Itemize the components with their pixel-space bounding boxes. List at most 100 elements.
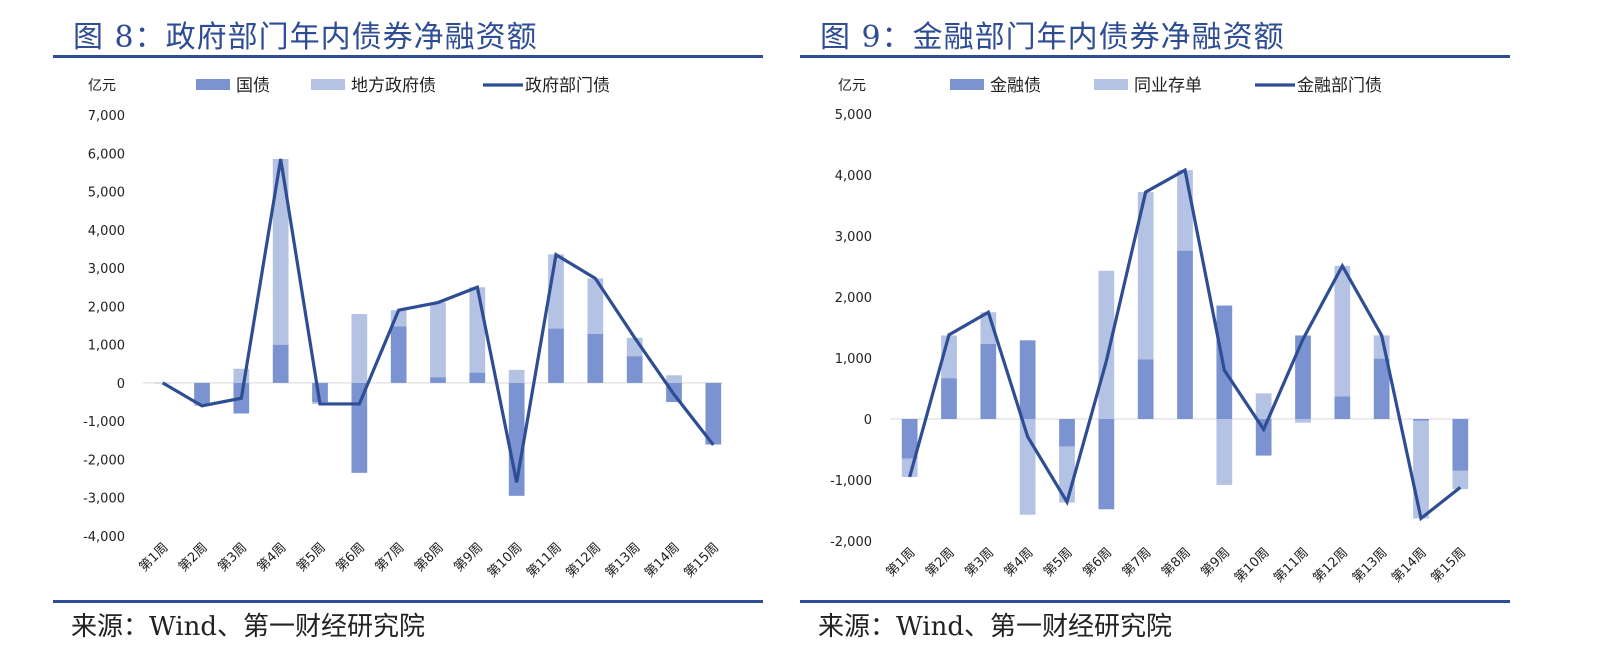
y-unit-label: 亿元 — [838, 78, 866, 94]
y-tick-label: 4,000 — [835, 169, 872, 184]
bar-primary — [548, 328, 564, 383]
bar-secondary — [1137, 192, 1154, 360]
bar-primary — [587, 333, 604, 383]
bar-primary — [1255, 419, 1272, 456]
bar-primary — [351, 382, 368, 473]
y-tick-label: 1,000 — [88, 339, 125, 354]
x-tick-label: 第13周 — [1350, 545, 1391, 586]
bar-secondary — [1255, 393, 1272, 419]
bar-primary — [1413, 419, 1429, 421]
x-tick-label: 第2周 — [176, 540, 211, 575]
bar-primary — [1177, 250, 1193, 419]
source-note: 来源：Wind、第一财经研究院 — [818, 612, 1172, 642]
legend-label: 同业存单 — [1134, 76, 1202, 96]
x-tick-label: 第3周 — [215, 540, 250, 575]
y-tick-label: 2,000 — [88, 300, 125, 315]
bar-secondary — [272, 159, 289, 345]
x-tick-label: 第13周 — [603, 540, 644, 581]
chart-panel-left: 图 8：政府部门年内债券净融资额 亿元 -4,000 -3,000 -2,000 -1,… — [53, 0, 763, 665]
y-tick-label: 4,000 — [88, 224, 125, 239]
legend-label: 政府部门债 — [525, 76, 610, 96]
x-tick-label: 第12周 — [563, 540, 604, 581]
bar-secondary — [1452, 470, 1469, 490]
y-tick-label: 6,000 — [88, 147, 125, 162]
bar-secondary — [1295, 419, 1311, 423]
legend-label: 金融部门债 — [1297, 76, 1382, 96]
legend-label: 地方政府债 — [351, 76, 436, 96]
x-tick-label: 第7周 — [1120, 545, 1155, 580]
chart-title: 图 8：政府部门年内债券净融资额 — [73, 20, 538, 55]
x-tick-label: 第8周 — [412, 540, 447, 575]
title-rule — [800, 55, 1510, 58]
bar-secondary — [1177, 170, 1193, 251]
bar-primary — [1137, 359, 1154, 419]
legend-swatch — [311, 79, 345, 90]
bar-primary — [1059, 419, 1075, 447]
x-tick-label: 第8周 — [1159, 545, 1194, 580]
bar-primary — [1295, 335, 1311, 419]
bar-primary — [194, 382, 210, 404]
bar-secondary — [666, 375, 682, 383]
y-tick-label: 0 — [864, 413, 872, 428]
bar-primary — [1452, 419, 1469, 471]
x-tick-label: 第15周 — [681, 540, 722, 581]
bar-secondary — [508, 369, 525, 383]
y-tick-label: -2,000 — [830, 535, 872, 550]
y-tick-label: -1,000 — [83, 415, 125, 430]
y-tick-label: 5,000 — [835, 108, 872, 123]
series-line — [161, 158, 715, 483]
bar-primary — [980, 343, 997, 419]
bar-secondary — [1216, 419, 1233, 485]
x-tick-label: 第7周 — [373, 540, 408, 575]
y-tick-label: -1,000 — [830, 474, 872, 489]
y-tick-label: -2,000 — [83, 453, 125, 468]
bar-secondary — [1334, 265, 1351, 397]
x-tick-label: 第2周 — [923, 545, 958, 580]
x-tick-label: 第1周 — [137, 540, 172, 575]
legend-swatch — [196, 79, 230, 90]
y-tick-label: 5,000 — [88, 186, 125, 201]
legend-swatch — [950, 79, 984, 90]
y-tick-label: 0 — [117, 377, 125, 392]
x-tick-label: 第12周 — [1310, 545, 1351, 586]
bar-primary — [1334, 396, 1351, 419]
y-tick-label: 3,000 — [835, 230, 872, 245]
bar-primary — [901, 419, 918, 459]
bar-primary — [626, 356, 643, 383]
x-tick-label: 第4周 — [1002, 545, 1037, 580]
legend-label: 国债 — [236, 76, 270, 96]
bar-secondary — [351, 314, 368, 383]
y-unit-label: 亿元 — [88, 78, 116, 94]
x-tick-label: 第9周 — [1198, 545, 1233, 580]
source-rule — [53, 600, 763, 603]
x-tick-label: 第6周 — [1080, 545, 1115, 580]
x-tick-label: 第11周 — [524, 540, 565, 581]
title-rule — [53, 55, 763, 58]
y-tick-label: 2,000 — [835, 291, 872, 306]
x-tick-label: 第9周 — [451, 540, 486, 575]
bar-secondary — [469, 287, 486, 373]
x-tick-label: 第6周 — [333, 540, 368, 575]
bar-secondary — [1098, 270, 1115, 419]
x-tick-label: 第3周 — [962, 545, 997, 580]
legend-swatch — [1094, 79, 1128, 90]
y-tick-label: 7,000 — [88, 109, 125, 124]
bar-secondary — [430, 302, 446, 378]
x-tick-label: 第14周 — [1389, 545, 1430, 586]
bar-primary — [705, 382, 722, 445]
bar-primary — [469, 372, 486, 383]
bar-primary — [1098, 419, 1115, 510]
chart-gov-bonds: 亿元 -4,000 -3,000 -2,000 -1,000 0 1,000 2,000 3,0… — [83, 76, 723, 581]
y-tick-label: -4,000 — [83, 530, 125, 545]
x-tick-label: 第4周 — [255, 540, 290, 575]
bar-primary — [390, 326, 407, 383]
x-tick-label: 第15周 — [1428, 545, 1469, 586]
chart-title: 图 9：金融部门年内债券净融资额 — [820, 20, 1285, 55]
source-rule — [800, 600, 1510, 603]
x-tick-label: 第10周 — [1232, 545, 1273, 586]
bar-secondary — [1413, 420, 1429, 519]
series-line — [908, 167, 1462, 522]
bar-primary — [1373, 358, 1390, 419]
x-tick-label: 第10周 — [485, 540, 526, 581]
x-tick-label: 第14周 — [642, 540, 683, 581]
